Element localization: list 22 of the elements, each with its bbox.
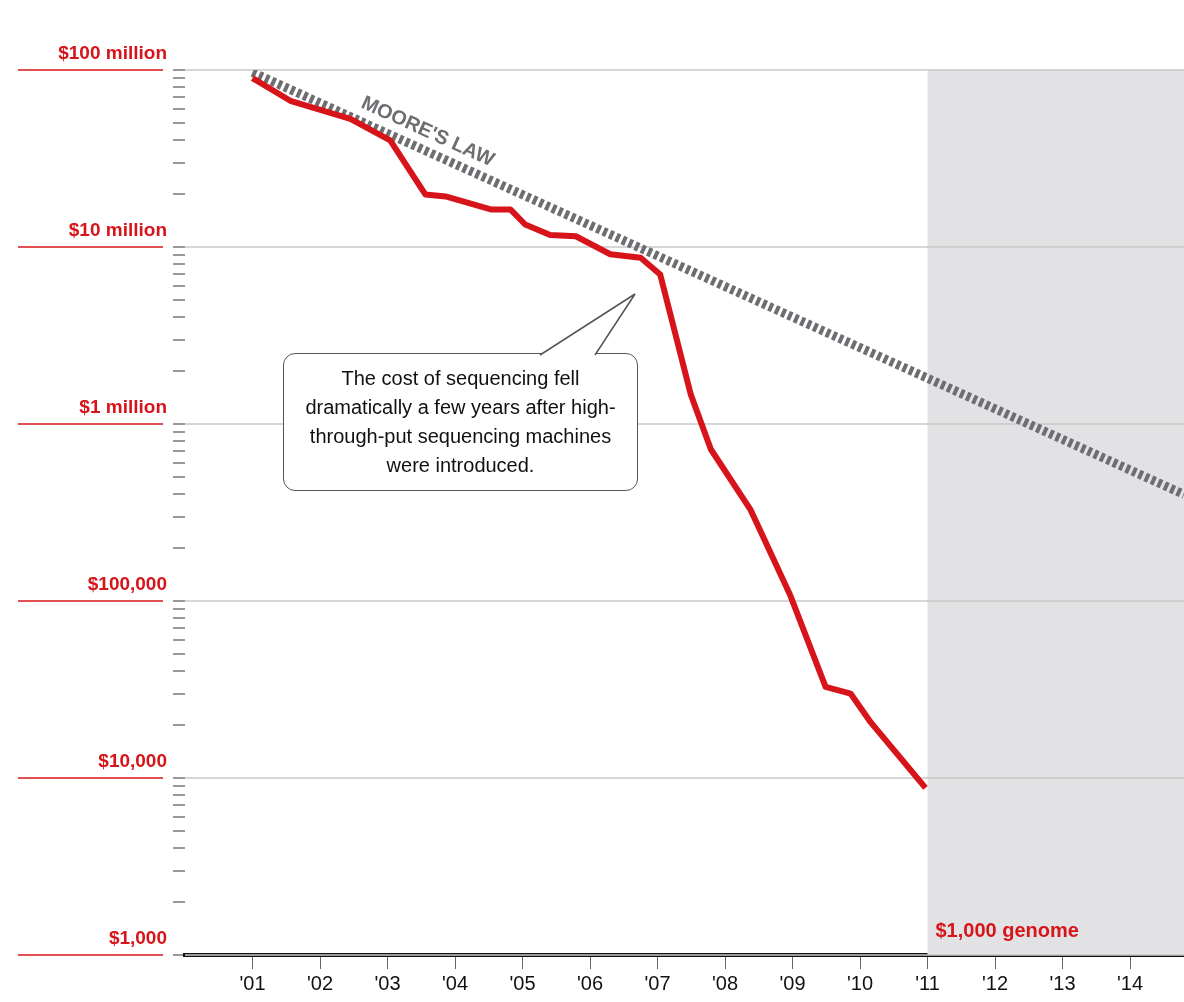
x-tick-label: '03	[374, 971, 401, 994]
x-tick-label: '13	[1049, 971, 1076, 994]
y-tick-label: $100 million	[58, 42, 167, 64]
y-tick-label: $10 million	[68, 219, 167, 241]
y-tick-label: $100,000	[87, 573, 167, 595]
y-tick-label: $1,000	[108, 927, 167, 949]
x-tick-label: '01	[239, 971, 266, 994]
x-tick-label: '02	[306, 971, 334, 994]
x-tick-label: '04	[441, 971, 469, 994]
x-tick-label: '08	[711, 971, 739, 994]
annotation: The cost of sequencing fell dramatically a few years after high-through-put sequencing machines were introduced.	[283, 353, 638, 491]
x-tick-label: '05	[509, 971, 536, 994]
band-label: $1,000 genome	[935, 918, 1079, 941]
x-tick-label: '06	[576, 971, 604, 994]
x-tick-label: '12	[981, 971, 1009, 994]
x-tick-label: '11	[915, 971, 940, 994]
y-tick-label: $10,000	[98, 750, 167, 772]
x-tick-label: '10	[846, 971, 874, 994]
x-tick-label: '09	[779, 971, 806, 994]
y-tick-label: $1 million	[79, 396, 167, 418]
x-tick-label: '07	[644, 971, 671, 994]
x-tick-label: '14	[1116, 971, 1144, 994]
